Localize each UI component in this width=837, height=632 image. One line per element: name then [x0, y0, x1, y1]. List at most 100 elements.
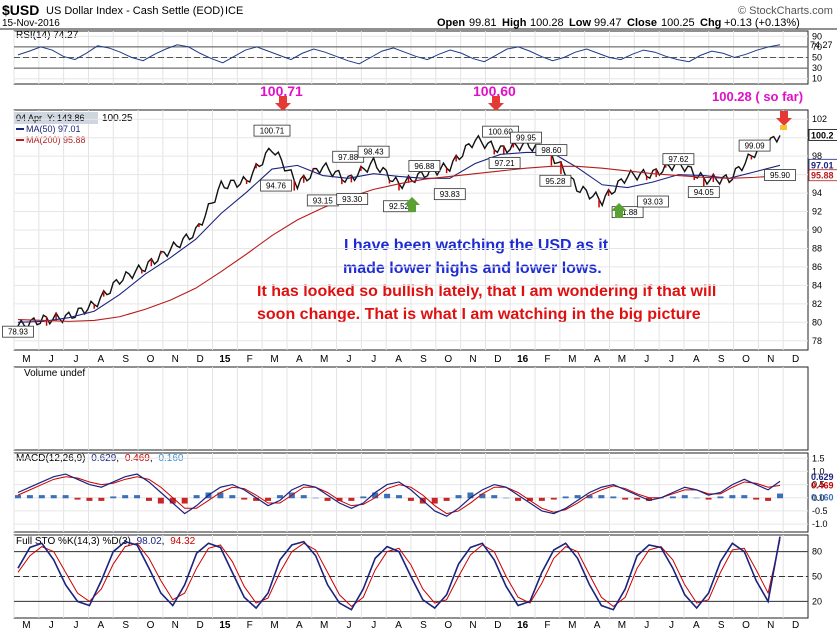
- macd-histogram-bar: [336, 497, 343, 501]
- macd-histogram-bar: [753, 497, 760, 500]
- price-point-label-box: [662, 153, 695, 166]
- macd-histogram-bar: [765, 497, 772, 501]
- exchange: ICE: [225, 5, 243, 17]
- price-point-label-text: 100.71: [260, 127, 285, 136]
- macd-histogram-bar: [193, 495, 200, 499]
- x-tick-label: J: [346, 620, 351, 631]
- ma200-label: MA(200) 95.88: [26, 135, 86, 145]
- price-point-label-text: 78.93: [8, 328, 29, 337]
- symbol-description: US Dollar Index - Cash Settle (EOD): [46, 5, 224, 17]
- x-tick-label: M: [320, 354, 328, 365]
- chg-label: Chg: [700, 17, 721, 29]
- macd-histogram-bar: [479, 493, 486, 499]
- macd-histogram-bar: [681, 495, 688, 499]
- price-point-label-box: [488, 157, 521, 169]
- y-tick-label: 0.0: [812, 493, 825, 503]
- x-tick-label: J: [644, 620, 649, 631]
- x-axis: M M J J J J A A S S O O N N D D 15 15 F F M M A A M M J J J J A A S S O O N N…: [22, 354, 799, 631]
- panel-frames: [0, 28, 837, 619]
- price-point-label: 93.30: [336, 193, 369, 205]
- y-tick-label: 80: [812, 547, 822, 557]
- low-label: Low: [569, 17, 591, 29]
- macd-histogram-bar: [98, 497, 105, 501]
- macd-histogram-bar: [443, 497, 450, 501]
- macd-histogram-bar: [396, 495, 402, 499]
- stoch-d-value: 94.32: [170, 536, 195, 547]
- x-tick-label: N: [469, 354, 476, 365]
- x-tick-label: J: [371, 620, 376, 631]
- price-point-label-text: 96.88: [414, 162, 435, 171]
- price-right-badge: [808, 128, 837, 141]
- macd-histogram-bar: [455, 495, 462, 499]
- annotation-high-2: 100.60: [473, 83, 516, 99]
- arrow-down-red-icon: [776, 111, 792, 126]
- price-point-label-box: [539, 174, 572, 187]
- price-point-label-text: 98.60: [541, 146, 562, 155]
- macd-histogram-bar: [157, 497, 164, 504]
- price-point-label: 100.60: [482, 125, 520, 138]
- x-tick-label: 15: [219, 620, 231, 631]
- y-tick-label: 102: [812, 114, 827, 124]
- y-tick-label: 98: [812, 151, 822, 161]
- macd-histogram-bar: [777, 493, 783, 499]
- y-tick-label: 50: [812, 53, 822, 63]
- x-tick-label: D: [196, 354, 203, 365]
- y-tick-label: 0.5: [812, 480, 825, 490]
- price-point-label: 94.76: [260, 179, 292, 192]
- x-tick-label: S: [718, 620, 725, 631]
- price-point-label-box: [637, 195, 669, 208]
- macd-histogram-bar: [74, 497, 81, 500]
- macd-histogram-bar: [110, 496, 117, 499]
- arrow-down-red-icon: [275, 96, 291, 111]
- price-point-label: 94.05: [687, 186, 720, 199]
- macd-histogram-bar: [598, 495, 605, 499]
- price-point-label: 99.95: [510, 131, 542, 144]
- annotation-notes: I have been watching the USD as it made …: [257, 237, 716, 323]
- x-tick-label: J: [74, 620, 79, 631]
- price-point-label-box: [611, 206, 644, 219]
- price-point-label-text: 92.52: [389, 202, 410, 211]
- price-point-label-text: 99.09: [745, 142, 766, 151]
- x-tick-label: F: [544, 620, 550, 631]
- stoch-title-prefix: Full STO %K(14,3) %D(3): [16, 536, 131, 547]
- x-tick-label: M: [22, 354, 30, 365]
- x-tick-label: D: [792, 354, 799, 365]
- price-point-label-box: [738, 139, 771, 152]
- x-tick-label: S: [420, 354, 427, 365]
- macd-histogram-bar: [431, 497, 438, 504]
- x-tick-label: M: [618, 620, 626, 631]
- macd-histogram-bar: [526, 497, 533, 501]
- price-point-label: 95.90: [764, 169, 796, 181]
- price-point-label-text: 94.05: [694, 188, 715, 197]
- x-tick-label: S: [122, 620, 129, 631]
- macd-histogram-bar: [86, 497, 93, 501]
- price-right-badge-text: 97.01: [811, 160, 834, 170]
- x-tick-label: J: [644, 354, 649, 365]
- x-tick-label: D: [792, 620, 799, 631]
- price-point-label: 98.43: [357, 145, 390, 158]
- x-tick-label: F: [247, 354, 253, 365]
- close-label: Close: [627, 17, 657, 29]
- x-tick-label: J: [669, 620, 674, 631]
- price-point-label-text: 93.83: [440, 190, 461, 199]
- price-point-label-box: [357, 145, 390, 158]
- macd-histogram-bar: [407, 497, 414, 501]
- price-point-label-box: [687, 186, 720, 199]
- ma50-label: MA(50) 97.01: [26, 124, 81, 134]
- x-tick-label: J: [346, 354, 351, 365]
- y-tick-label: 90: [812, 31, 822, 41]
- x-tick-label: O: [444, 620, 452, 631]
- x-tick-label: A: [395, 620, 402, 631]
- y-tick-label: 90: [812, 225, 822, 235]
- macd-histogram-bar: [312, 497, 319, 499]
- x-tick-label: A: [594, 354, 601, 365]
- macd-histogram-bar: [169, 497, 176, 504]
- y-tick-label: 82: [812, 299, 822, 309]
- x-tick-label: O: [147, 620, 155, 631]
- macd-right-badge: 0.160: [811, 493, 834, 503]
- y-tick-label: -0.5: [812, 506, 828, 516]
- macd-histogram-bar: [717, 496, 724, 499]
- x-tick-label: M: [568, 620, 576, 631]
- price-point-label-box: [482, 125, 520, 138]
- legend-date-box: [14, 112, 98, 124]
